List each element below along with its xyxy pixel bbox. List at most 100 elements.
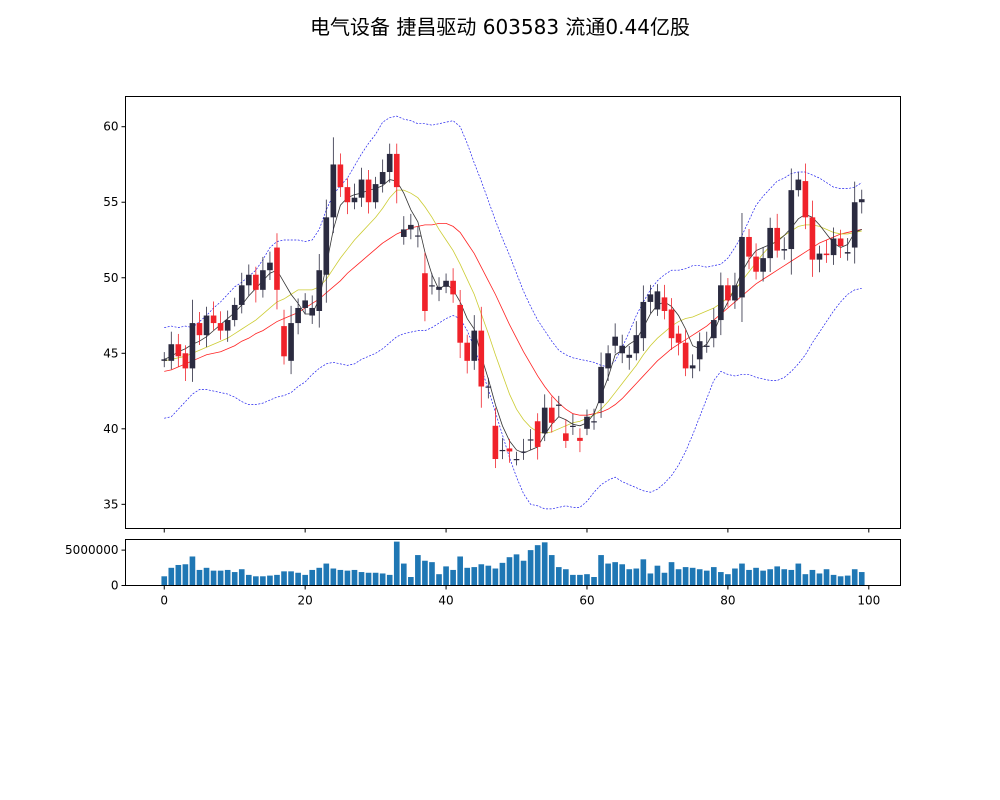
volume-bar <box>168 567 175 586</box>
volume-bar <box>415 555 421 586</box>
candle-body <box>337 164 344 188</box>
volume-bar <box>520 560 527 586</box>
volume-bar <box>541 542 548 586</box>
candle-body <box>372 184 379 203</box>
volume-bar <box>760 570 766 586</box>
candle-body <box>584 416 590 429</box>
candle-body <box>654 291 661 310</box>
volume-bar <box>746 569 752 586</box>
volume-bar <box>175 564 182 586</box>
candle-body <box>231 304 238 321</box>
candle-body <box>696 341 703 360</box>
volume-bar <box>774 566 781 586</box>
candle-body <box>563 433 569 441</box>
volume-bar <box>492 568 499 586</box>
candle-body <box>168 344 175 361</box>
candle-body <box>513 459 520 461</box>
candle-body <box>379 172 386 185</box>
candle-body <box>555 404 562 406</box>
volume-bar <box>605 563 611 586</box>
volume-bar <box>837 576 844 586</box>
volume-bar <box>436 574 442 586</box>
volume-bar <box>725 574 731 586</box>
volume-bar <box>718 572 724 586</box>
volume-bar <box>647 573 654 586</box>
volume-bar <box>696 569 703 586</box>
volume-bar <box>330 568 337 586</box>
candle-body <box>478 330 485 387</box>
volume-bar <box>584 574 590 586</box>
volume-bar <box>485 565 492 586</box>
candle-body <box>809 217 816 260</box>
candle-body <box>788 190 795 250</box>
volume-bar <box>710 567 717 586</box>
candle-body <box>358 179 365 198</box>
price-ytick-label: 55 <box>103 195 118 209</box>
volume-bar <box>408 577 414 586</box>
candle-body <box>718 285 724 321</box>
volume-bar <box>351 569 358 586</box>
volume-bar <box>598 555 604 586</box>
volume-bar <box>851 569 858 586</box>
candle-body <box>605 353 611 369</box>
candle-body <box>640 301 647 339</box>
candle-body <box>823 253 830 256</box>
volume-bar <box>478 564 485 586</box>
candle-body <box>830 238 837 256</box>
candle-body <box>689 365 696 369</box>
candle-body <box>457 304 463 343</box>
candle-body <box>210 315 217 324</box>
candle-body <box>351 197 358 203</box>
candle-body <box>710 320 717 339</box>
volume-bar <box>245 574 252 586</box>
volume-ytick-label: 0 <box>111 579 119 593</box>
xtick-label: 40 <box>438 594 453 608</box>
candle-body <box>288 323 294 361</box>
volume-bar <box>450 569 456 586</box>
candle-body <box>739 236 745 298</box>
volume-bar <box>555 567 562 586</box>
candle-body <box>570 425 576 427</box>
candle-body <box>295 307 301 324</box>
ma-slow-line <box>164 222 862 416</box>
price-ytick-label: 50 <box>103 271 118 285</box>
candle-body <box>725 285 731 301</box>
volume-bar <box>816 573 823 586</box>
candle-body <box>774 227 781 251</box>
volume-bar <box>253 576 259 586</box>
volume-bar <box>161 576 168 586</box>
candle-body <box>499 449 506 452</box>
candle-body <box>612 336 618 346</box>
volume-bar <box>640 559 647 586</box>
volume-bar <box>577 574 583 586</box>
volume-bar <box>668 562 675 586</box>
volume-bar <box>781 569 788 586</box>
volume-bar <box>471 567 478 586</box>
volume-bar <box>238 569 245 586</box>
volume-bar <box>823 569 830 586</box>
candle-body <box>267 262 273 271</box>
price-axes-frame <box>125 96 901 529</box>
candle-body <box>393 153 400 188</box>
candle-body <box>189 323 196 369</box>
price-ytick-label: 45 <box>103 346 118 360</box>
volume-panel: 0 5000000 0 20 40 60 80 100 <box>65 539 901 608</box>
chart-title: 电气设备 捷昌驱动 603583 流通0.44亿股 <box>310 15 690 39</box>
volume-bar <box>189 556 196 586</box>
candle-body <box>182 353 189 369</box>
volume-bar <box>661 572 668 586</box>
candle-body <box>577 437 583 441</box>
xtick-label: 100 <box>857 594 880 608</box>
candle-body <box>633 335 640 354</box>
volume-ytick-label: 5000000 <box>65 543 118 557</box>
volume-bar <box>527 550 534 586</box>
volume-bar <box>788 569 795 586</box>
candle-body <box>534 421 541 447</box>
price-ytick-label: 35 <box>103 497 118 511</box>
xtick-label: 0 <box>160 594 168 608</box>
volume-bar <box>675 569 682 586</box>
volume-bar <box>203 567 210 586</box>
xtick-label: 80 <box>720 594 735 608</box>
volume-bar <box>506 557 513 586</box>
